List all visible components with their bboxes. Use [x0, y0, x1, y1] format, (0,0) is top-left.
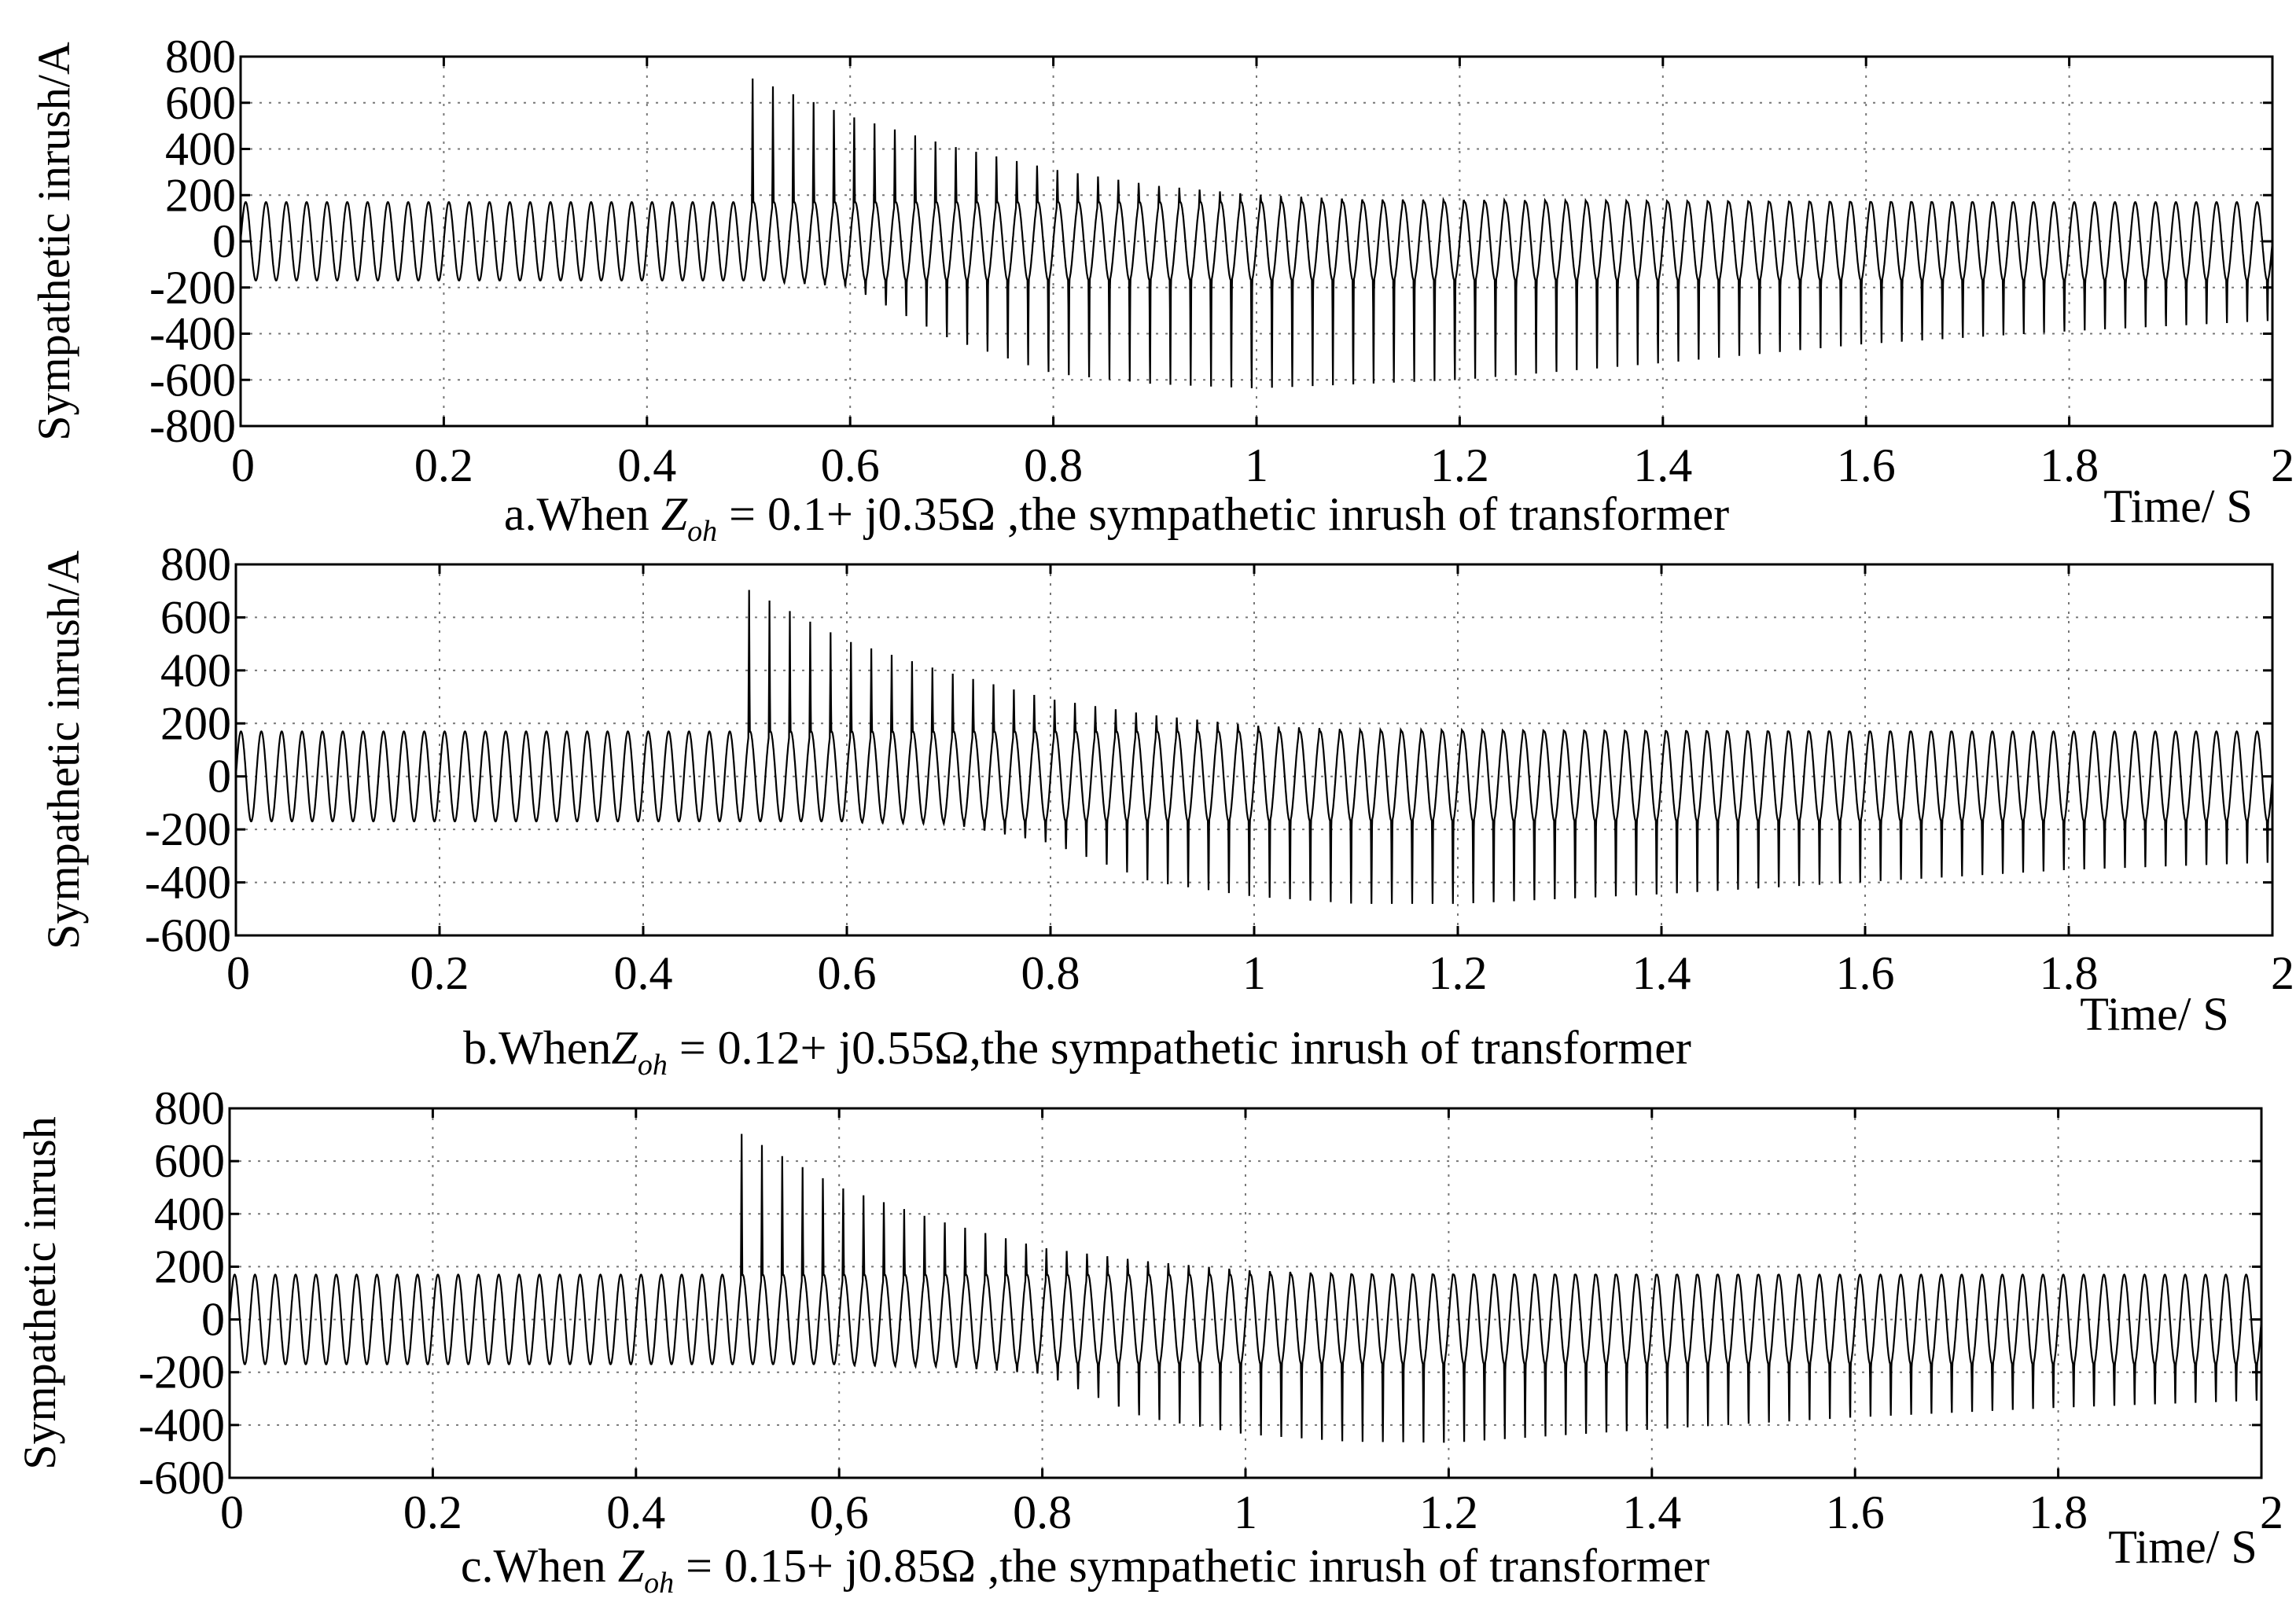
chart-panel-b: 0 0.2 0.4 0.6 0.8 1 1.2 1.4 1.6 1.8 28006004002000… — [38, 538, 2294, 1082]
plot-frame — [228, 1107, 2263, 1479]
y-tick-label: -200 — [149, 262, 236, 314]
x-tick-label: 0.2 — [414, 439, 473, 491]
caption-formula: = 0.1+ j0.35Ω — [717, 488, 995, 540]
x-tick-label: 0 — [231, 439, 255, 491]
x-tick-label: 1.2 — [1429, 947, 1488, 999]
x-tick-label: 1.4 — [1632, 947, 1691, 999]
caption-suffix: ,the sympathetic inrush of transformer — [970, 1022, 1691, 1074]
y-tick-label: 200 — [160, 697, 231, 749]
x-tick-label: 0.4 — [614, 947, 673, 999]
x-tick-label: 1 — [1234, 1486, 1257, 1538]
y-tick-label: -400 — [145, 857, 231, 909]
y-tick-label: -800 — [149, 400, 236, 452]
y-axis-label: Sympathetic inrush — [14, 1116, 65, 1469]
caption-prefix: c.When — [461, 1540, 618, 1592]
x-tick-label: 1.6 — [1836, 947, 1895, 999]
y-tick-label: 800 — [154, 1082, 225, 1134]
x-tick-label: 1.8 — [2040, 439, 2099, 491]
y-tick-label: 0 — [208, 751, 231, 803]
caption-symbol: Z — [661, 488, 688, 540]
y-tick-label: -400 — [149, 308, 236, 360]
chart-panel-a: 0 0.2 0.4 0.6 0.8 1 1.2 1.4 1.6 1.8 28006004002000… — [28, 31, 2294, 548]
panel-caption: b.WhenZoh = 0.12+ j0.55Ω,the sympathetic… — [463, 1022, 1691, 1082]
x-tick-label: 1.6 — [1837, 439, 1896, 491]
series-line-sympathetic-inrush — [241, 78, 2272, 388]
panel-caption: c.When Zoh = 0.15+ j0.85Ω ,the sympathet… — [461, 1540, 1709, 1600]
y-tick-label: -600 — [145, 909, 231, 961]
x-tick-label: 0.6 — [818, 947, 877, 999]
x-tick-label: 0,6 — [810, 1486, 869, 1538]
y-tick-label: 0 — [201, 1294, 225, 1346]
x-tick-label: 0.4 — [617, 439, 676, 491]
y-tick-label: -400 — [138, 1399, 225, 1451]
y-tick-label: 400 — [165, 123, 236, 175]
x-tick-label: 1.4 — [1633, 439, 1692, 491]
x-tick-label: 0 — [226, 947, 250, 999]
y-tick-label: -600 — [149, 354, 236, 406]
y-tick-label: 800 — [165, 31, 236, 83]
y-axis-label: Sympathetic inrush/A — [38, 550, 89, 950]
caption-subscript: oh — [644, 1567, 674, 1600]
y-tick-label: -200 — [138, 1347, 225, 1398]
plot-frame — [234, 563, 2274, 937]
x-tick-label: 2 — [2271, 947, 2294, 999]
x-tick-label: 0.2 — [410, 947, 469, 999]
x-axis-label: Time/ S — [2103, 480, 2253, 532]
caption-prefix: a.When — [504, 488, 661, 540]
x-tick-label: 1.8 — [2040, 947, 2099, 999]
y-tick-label: 400 — [154, 1188, 225, 1240]
y-tick-label: 600 — [165, 77, 236, 129]
series-line-sympathetic-inrush — [236, 590, 2272, 904]
y-tick-label: 600 — [154, 1135, 225, 1187]
caption-symbol: Z — [618, 1540, 645, 1592]
x-tick-label: 2 — [2260, 1486, 2283, 1538]
series-line-sympathetic-inrush — [230, 1134, 2261, 1443]
x-tick-label: 0.6 — [821, 439, 880, 491]
x-tick-label: 0.8 — [1021, 947, 1080, 999]
y-tick-label: 200 — [165, 169, 236, 221]
x-tick-label: 1 — [1242, 947, 1266, 999]
caption-formula: = 0.15+ j0.85Ω — [674, 1540, 976, 1592]
y-tick-label: 0 — [212, 215, 236, 267]
x-tick-label: 1.4 — [1622, 1486, 1681, 1538]
x-tick-label: 2 — [2271, 439, 2294, 491]
x-tick-label: 0.8 — [1024, 439, 1083, 491]
x-axis-label: Time/ S — [2080, 988, 2229, 1040]
caption-subscript: oh — [687, 515, 717, 548]
y-tick-label: 600 — [160, 591, 231, 643]
y-tick-label: 200 — [154, 1240, 225, 1292]
y-axis-label: Sympathetic inrush/A — [28, 42, 79, 441]
caption-suffix: ,the sympathetic inrush of transformer — [976, 1540, 1709, 1592]
x-tick-label: 1.2 — [1419, 1486, 1478, 1538]
caption-subscript: oh — [638, 1049, 668, 1082]
caption-prefix: b.When — [463, 1022, 611, 1074]
y-tick-label: 800 — [160, 538, 231, 590]
chart-panel-c: 0 0.2 0.4 0,6 0.8 1 1.2 1.4 1.6 1.8 28006004002000… — [14, 1082, 2283, 1600]
y-tick-label: -200 — [145, 803, 231, 855]
x-tick-label: 1.8 — [2029, 1486, 2088, 1538]
panel-caption: a.When Zoh = 0.1+ j0.35Ω ,the sympatheti… — [504, 488, 1729, 548]
x-tick-label: 1.2 — [1430, 439, 1489, 491]
y-tick-label: 400 — [160, 645, 231, 696]
x-tick-label: 0 — [220, 1486, 244, 1538]
x-tick-label: 0.2 — [403, 1486, 462, 1538]
x-tick-label: 1 — [1245, 439, 1268, 491]
x-tick-label: 0.4 — [606, 1486, 665, 1538]
y-tick-label: -600 — [138, 1452, 225, 1504]
caption-suffix: ,the sympathetic inrush of transformer — [995, 488, 1729, 540]
caption-formula: = 0.12+ j0.55Ω — [668, 1022, 970, 1074]
x-tick-label: 1.6 — [1826, 1486, 1885, 1538]
x-axis-label: Time/ S — [2108, 1521, 2257, 1573]
caption-symbol: Z — [611, 1022, 638, 1074]
x-tick-label: 0.8 — [1013, 1486, 1072, 1538]
